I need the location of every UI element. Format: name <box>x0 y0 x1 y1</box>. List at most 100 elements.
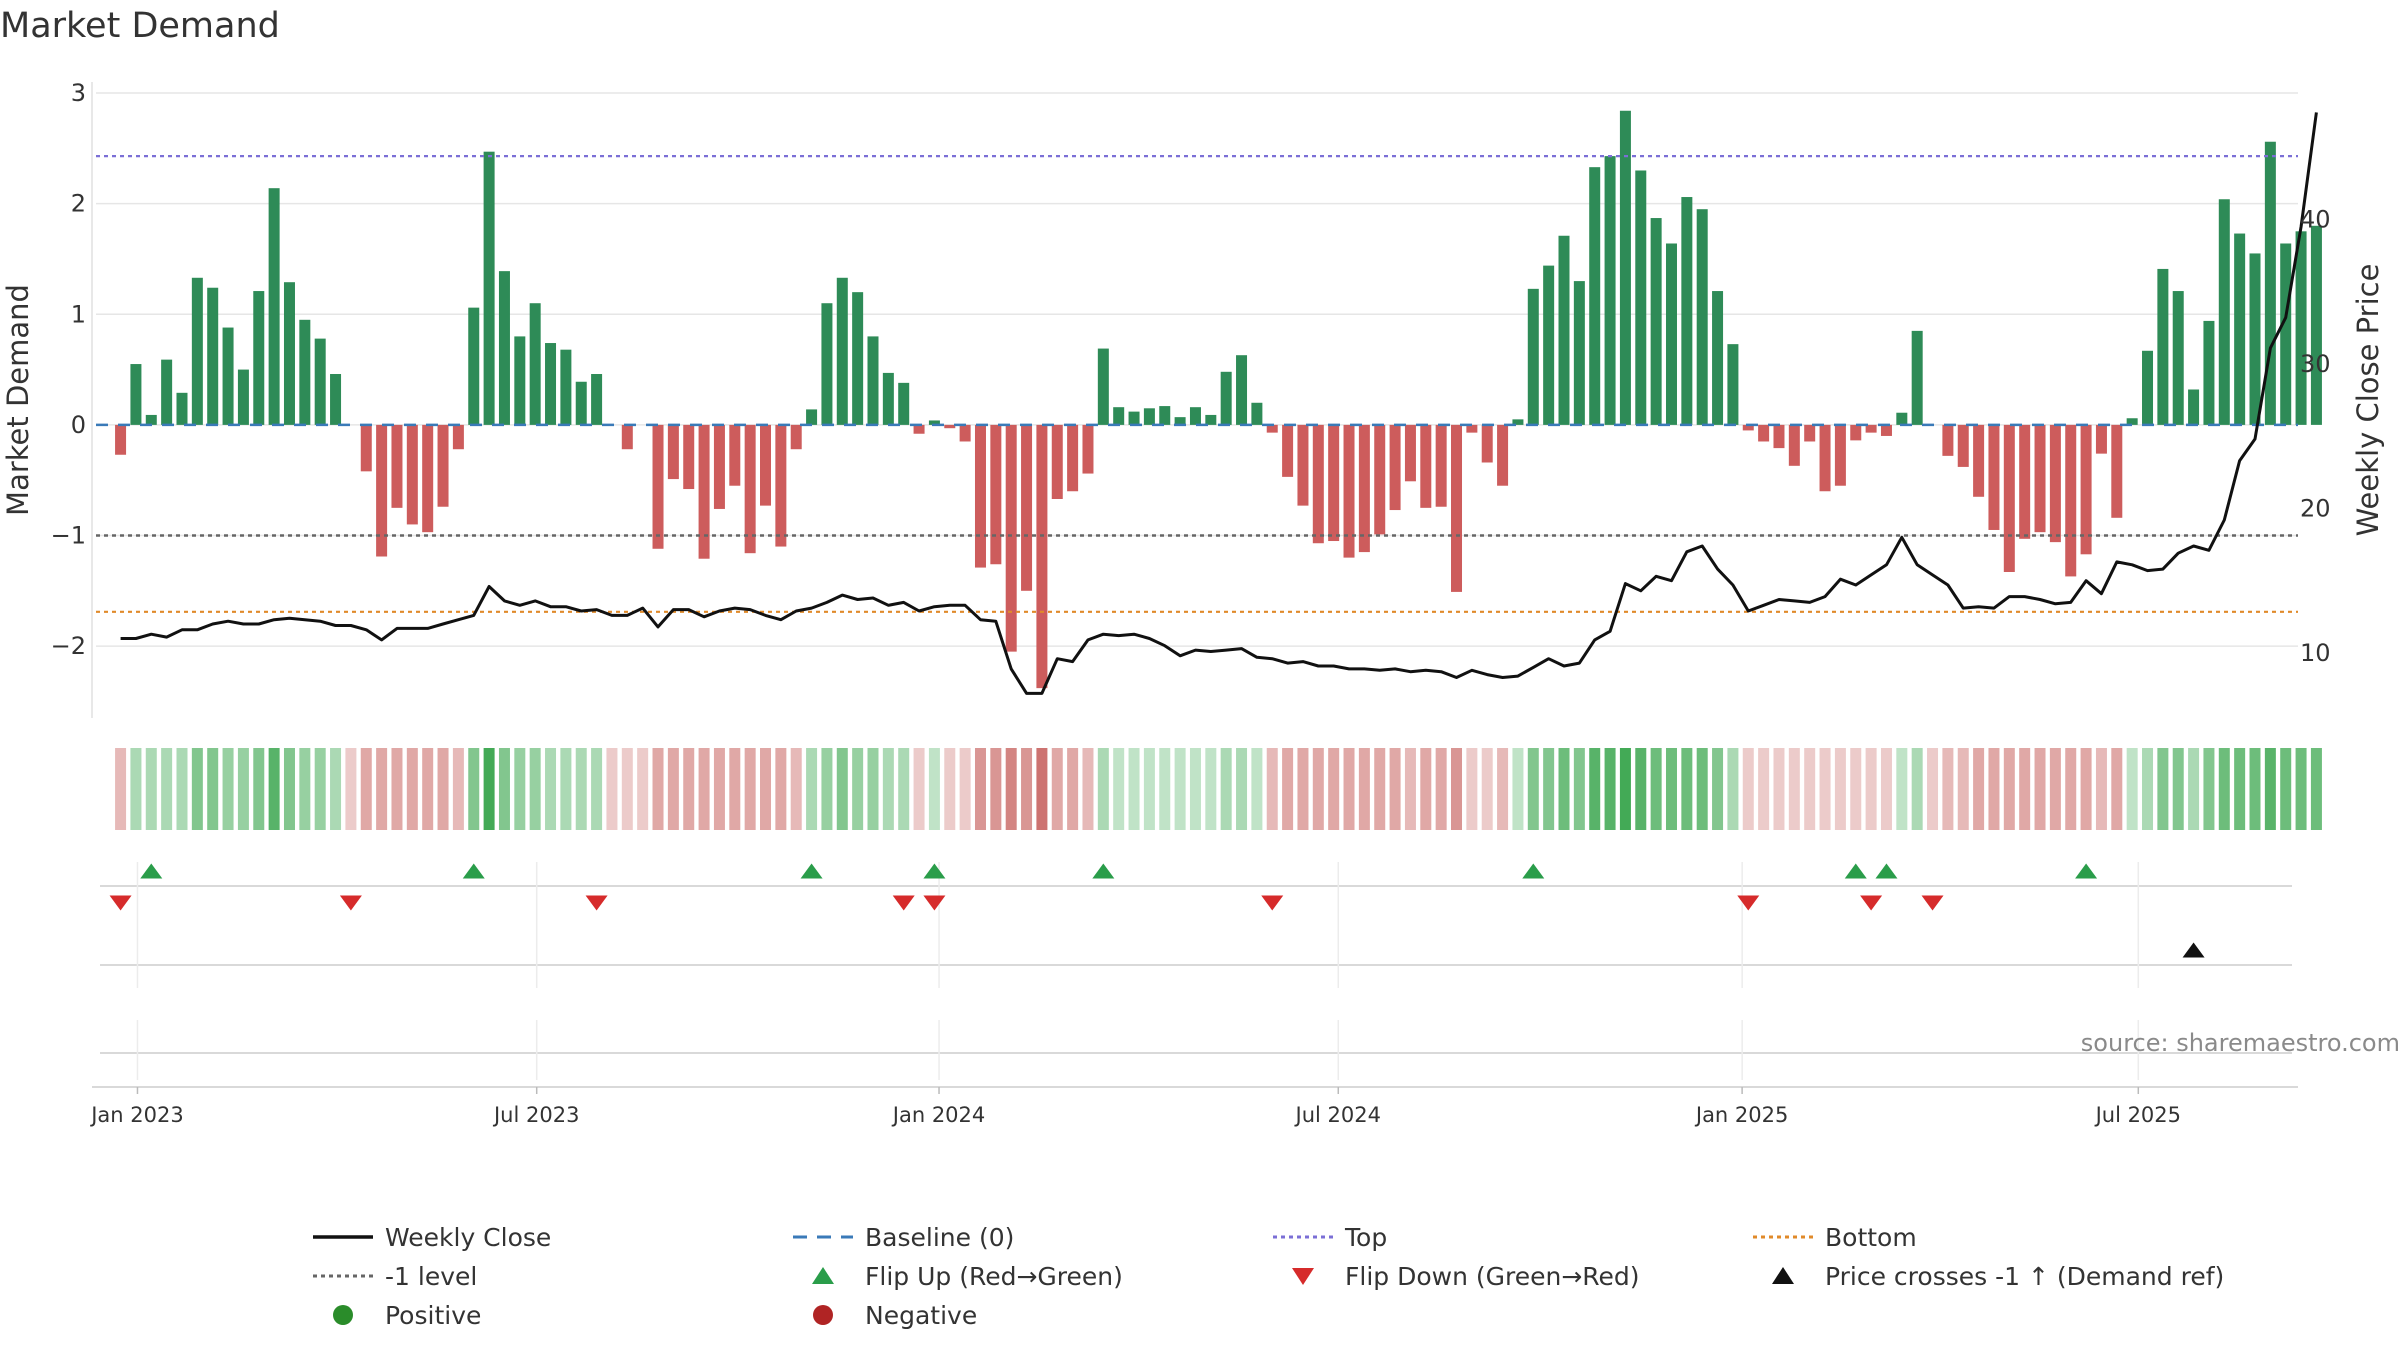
strip-cell <box>299 748 311 830</box>
flip-down-marker <box>1737 895 1760 911</box>
positive-demand-bar <box>1220 371 1232 425</box>
negative-demand-bar <box>1957 424 1969 467</box>
strip-cell <box>1358 748 1370 830</box>
flip-up-marker <box>1844 863 1867 879</box>
strip-cell <box>1097 748 1109 830</box>
negative-demand-bar <box>1005 424 1017 652</box>
strip-cell <box>1650 748 1662 830</box>
strip-cell <box>806 748 818 830</box>
strip-cell <box>867 748 879 830</box>
strip-cell <box>406 748 418 830</box>
positive-demand-bar <box>237 369 249 425</box>
positive-demand-bar <box>2126 418 2138 425</box>
negative-demand-bar <box>2095 424 2107 454</box>
strip-cell <box>575 748 587 830</box>
strip-cell <box>1696 748 1708 830</box>
positive-demand-bar <box>1159 406 1171 425</box>
negative-demand-bar <box>760 424 772 506</box>
positive-demand-bar <box>1727 344 1739 425</box>
negative-demand-bar <box>1973 424 1985 497</box>
positive-demand-bar <box>253 291 265 425</box>
strip-cell <box>1758 748 1770 830</box>
positive-demand-bar <box>591 374 603 425</box>
weekly-close-line <box>120 112 2318 695</box>
legend-label: Bottom <box>1825 1223 1917 1252</box>
negative-demand-bar <box>2019 424 2031 539</box>
positive-demand-bar <box>1512 419 1524 425</box>
positive-demand-bar <box>498 271 510 425</box>
positive-demand-bar <box>2157 268 2169 425</box>
legend-label: Baseline (0) <box>865 1223 1014 1252</box>
strip-cell <box>2188 748 2200 830</box>
negative-demand-bar <box>1850 424 1862 441</box>
strip-cell <box>2249 748 2261 830</box>
strip-cell <box>1159 748 1171 830</box>
strip-cell <box>2295 748 2307 830</box>
negative-demand-bar <box>1942 424 1954 456</box>
strip-cell <box>422 748 434 830</box>
positive-demand-bar <box>2188 389 2200 425</box>
strip-cell <box>1389 748 1401 830</box>
strip-cell <box>283 748 295 830</box>
x-tick-label: Jan 2023 <box>89 1103 184 1127</box>
strip-cell <box>1804 748 1816 830</box>
negative-demand-bar <box>2034 424 2046 533</box>
legend-label: Flip Up (Red→Green) <box>865 1262 1123 1291</box>
strip-cell <box>207 748 219 830</box>
negative-demand-bar <box>1880 424 1892 436</box>
strip-cell <box>2280 748 2292 830</box>
strip-cell <box>790 748 802 830</box>
strip-cell <box>713 748 725 830</box>
strip-cell <box>237 748 249 830</box>
strip-cell <box>2218 748 2230 830</box>
positive-demand-bar <box>483 151 495 425</box>
negative-demand-bar <box>1451 424 1463 592</box>
strip-cell <box>1973 748 1985 830</box>
y2-axis: 10 20 30 40 <box>2300 205 2331 667</box>
negative-demand-bar <box>1788 424 1800 466</box>
strip-cell <box>330 748 342 830</box>
positive-demand-bar <box>1143 408 1155 425</box>
y-axis-label: Market Demand <box>1 284 35 516</box>
strip-cell <box>1850 748 1862 830</box>
strip-cell <box>913 748 925 830</box>
strip-cell <box>1681 748 1693 830</box>
negative-demand-bar <box>1051 424 1063 499</box>
strip-cell <box>2095 748 2107 830</box>
flip-up-marker <box>1092 863 1115 879</box>
strip-cell <box>1604 748 1616 830</box>
positive-demand-bar <box>1665 243 1677 425</box>
y-tick-label: 2 <box>71 190 86 218</box>
strip-cell <box>2234 748 2246 830</box>
positive-demand-bar <box>207 287 219 425</box>
positive-demand-bar <box>529 303 541 425</box>
strip-cell <box>468 748 480 830</box>
strip-cell <box>1466 748 1478 830</box>
legend-up-triangle-symbol <box>812 1267 834 1284</box>
strip-cell <box>345 748 357 830</box>
positive-demand-bar <box>1696 209 1708 425</box>
grid-lines <box>91 82 2298 718</box>
strip-cell <box>130 748 142 830</box>
strip-cell <box>191 748 203 830</box>
positive-demand-bar <box>1236 355 1248 425</box>
negative-demand-bar <box>452 424 464 450</box>
strip-cell <box>1896 748 1908 830</box>
positive-demand-bar <box>1174 417 1186 425</box>
strip-cell <box>2003 748 2015 830</box>
legend-down-triangle-symbol <box>1292 1268 1314 1285</box>
negative-demand-bar <box>1804 424 1816 442</box>
strip-cell <box>1927 748 1939 830</box>
positive-demand-bar <box>1128 411 1140 425</box>
positive-demand-bar <box>130 364 142 425</box>
positive-demand-bar <box>176 392 188 425</box>
negative-demand-bar <box>944 424 956 429</box>
strip-cell <box>545 748 557 830</box>
strip-cell <box>222 748 234 830</box>
strip-cell <box>1266 748 1278 830</box>
strip-cell <box>1343 748 1355 830</box>
negative-demand-bar <box>990 424 1002 565</box>
weekly-close-polyline <box>120 112 2318 695</box>
flip-up-marker <box>1522 863 1545 879</box>
